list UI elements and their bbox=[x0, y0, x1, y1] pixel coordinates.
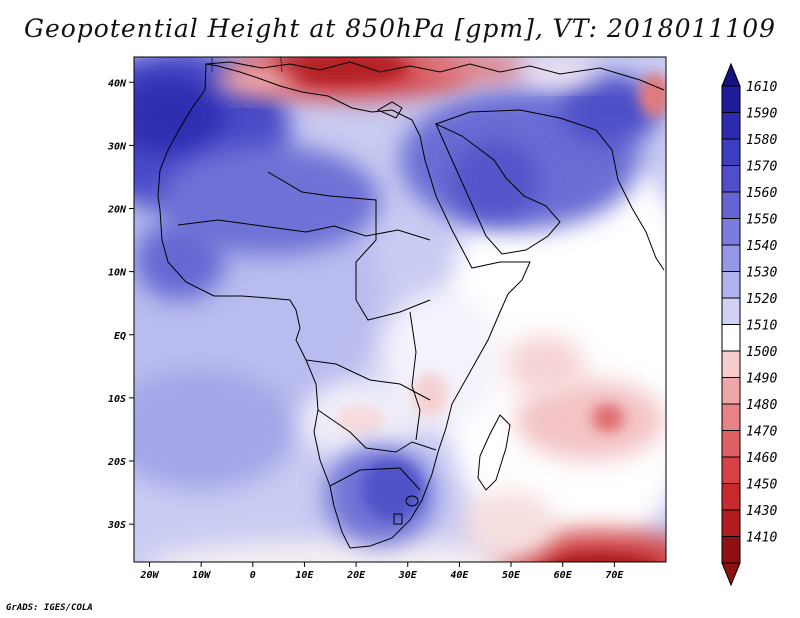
colorbar-swatch bbox=[721, 324, 741, 352]
country-borders-north bbox=[267, 171, 431, 321]
colorbar-label: 1530 bbox=[746, 266, 777, 281]
lat-label: 20N bbox=[107, 205, 127, 216]
colorbar-label: 1520 bbox=[746, 292, 777, 307]
colorbar-label: 1470 bbox=[746, 425, 777, 440]
colorbar-top-arrow bbox=[721, 62, 741, 87]
colorbar-label: 1590 bbox=[746, 107, 777, 122]
lon-label: 20E bbox=[346, 570, 366, 581]
colorbar-label: 1500 bbox=[746, 345, 777, 360]
lat-label: 20S bbox=[107, 457, 126, 468]
colorbar-swatch bbox=[721, 430, 741, 458]
cyprus-island bbox=[376, 101, 403, 119]
grads-credit: GrADS: IGES/COLA bbox=[6, 603, 93, 613]
colorbar-swatch bbox=[721, 244, 741, 272]
colorbar-swatch bbox=[721, 536, 741, 564]
colorbar-label: 1610 bbox=[746, 80, 777, 95]
colorbar-label: 1570 bbox=[746, 160, 777, 175]
colorbar-label: 1430 bbox=[746, 504, 777, 519]
country-borders-southern bbox=[329, 467, 421, 491]
colorbar-label: 1460 bbox=[746, 451, 777, 466]
colorbar-swatch bbox=[721, 218, 741, 246]
colorbar-label: 1550 bbox=[746, 213, 777, 228]
latitude-axis: 40N 30N 20N 10N EQ 10S 20S 30S bbox=[107, 78, 134, 531]
colorbar-label: 1480 bbox=[746, 398, 777, 413]
colorbar-swatch bbox=[721, 377, 741, 405]
sahel-borders bbox=[177, 219, 431, 241]
lon-label: 20W bbox=[139, 570, 159, 581]
lon-label: 0 bbox=[250, 570, 256, 581]
coastlines bbox=[157, 57, 665, 549]
lon-label: 10E bbox=[295, 570, 314, 581]
rift-lakes bbox=[409, 311, 421, 441]
colorbar-label: 1410 bbox=[746, 531, 777, 546]
madagascar bbox=[477, 414, 511, 491]
lon-label: 60E bbox=[554, 570, 573, 581]
longitude-axis: 20W 10W 0 10E 20E 30E 40E 50E 60E 70E bbox=[139, 562, 624, 581]
colorbar-swatch bbox=[721, 112, 741, 140]
lon-label: 10W bbox=[192, 570, 211, 581]
europe-borders bbox=[211, 57, 283, 73]
lon-label: 30E bbox=[398, 570, 418, 581]
colorbar-label: 1490 bbox=[746, 372, 777, 387]
colorbar: 1610 1590 1580 1570 1560 1550 1540 1530 1520 1510… bbox=[721, 62, 777, 587]
map-title: Geopotential Height at 850hPa [gpm], VT:… bbox=[23, 14, 777, 43]
lat-label: 40N bbox=[108, 78, 127, 89]
lat-label: 30S bbox=[107, 520, 126, 531]
colorbar-swatch bbox=[721, 165, 741, 193]
lat-label: 30N bbox=[107, 141, 127, 152]
colorbar-label: 1450 bbox=[746, 478, 777, 493]
colorbar-swatch bbox=[721, 297, 741, 325]
colorbar-swatch bbox=[721, 403, 741, 431]
colorbar-label: 1510 bbox=[746, 319, 777, 334]
colorbar-bottom-arrow bbox=[721, 562, 741, 587]
plot-frame bbox=[133, 56, 667, 563]
lon-label: 70E bbox=[605, 570, 624, 581]
lat-label: 10N bbox=[108, 268, 127, 279]
colorbar-swatch bbox=[721, 509, 741, 537]
asia-coastline bbox=[435, 109, 665, 271]
country-borders-south bbox=[317, 409, 437, 453]
lon-label: 50E bbox=[502, 570, 521, 581]
africa-coastline bbox=[157, 63, 531, 549]
height-field bbox=[134, 57, 666, 562]
lat-label: 10S bbox=[108, 394, 126, 405]
colorbar-swatch bbox=[721, 456, 741, 484]
arabian-peninsula bbox=[435, 122, 561, 255]
colorbar-swatch bbox=[721, 271, 741, 299]
colorbar-label: 1580 bbox=[746, 133, 777, 148]
colorbar-swatch bbox=[721, 85, 741, 113]
colorbar-swatch bbox=[721, 191, 741, 219]
colorbar-swatch bbox=[721, 138, 741, 166]
colorbar-swatch bbox=[721, 483, 741, 511]
lat-label: EQ bbox=[114, 331, 126, 342]
europe-coastline bbox=[205, 61, 665, 91]
colorbar-label: 1560 bbox=[746, 186, 777, 201]
colorbar-label: 1540 bbox=[746, 239, 777, 254]
country-borders-central bbox=[305, 359, 431, 401]
lon-label: 40E bbox=[450, 570, 469, 581]
colorbar-swatch bbox=[721, 350, 741, 378]
lesotho-outline bbox=[405, 495, 419, 507]
swaziland-outline bbox=[393, 513, 403, 525]
